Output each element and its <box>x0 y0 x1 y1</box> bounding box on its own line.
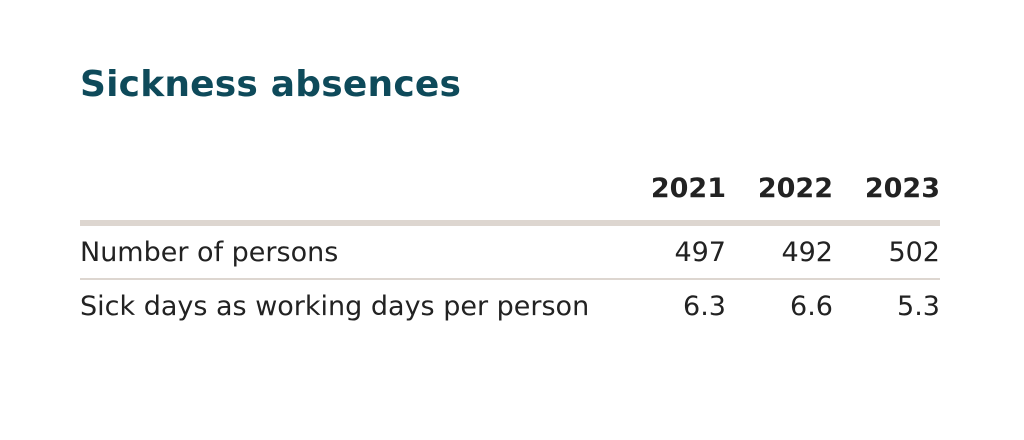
header-row: 2021 2022 2023 <box>80 168 940 226</box>
row: Sick days as working days per person 6.3 6… <box>80 279 940 332</box>
value-cell: 497 <box>619 223 726 280</box>
value-cell: 6.6 <box>790 290 833 322</box>
value-cell: 492 <box>726 223 833 280</box>
row-label: Number of persons <box>80 223 619 280</box>
header-cell: 2023 <box>833 168 940 226</box>
table: 2021 2022 2023 Number of persons 497 492 502 S… <box>80 168 940 332</box>
value-cell: 5.3 <box>897 290 940 322</box>
row: Number of persons 497 492 502 <box>80 223 940 280</box>
header-cell: 2022 <box>726 168 833 226</box>
header-cell: 2021 <box>619 168 726 226</box>
value-cell: 502 <box>833 223 940 280</box>
value-cell: 6.3 <box>683 290 726 322</box>
row-label: Sick days as working days per person <box>80 290 590 322</box>
header-cell <box>80 168 619 226</box>
title: Sickness absences <box>80 64 462 105</box>
